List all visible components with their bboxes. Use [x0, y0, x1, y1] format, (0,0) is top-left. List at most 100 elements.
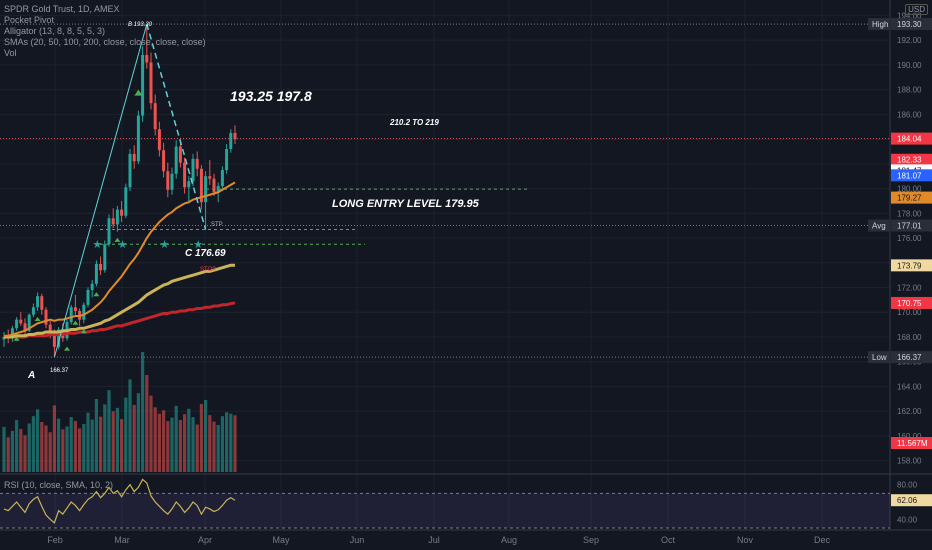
candle-body	[48, 324, 52, 334]
legend-smas[interactable]: SMAs (20, 50, 100, 200, close, close, cl…	[4, 37, 206, 47]
candles	[2, 24, 237, 358]
volume-bar	[19, 428, 23, 472]
tag-high: High	[872, 20, 888, 29]
pivot-triangle	[72, 320, 79, 325]
sma-100-line	[4, 263, 235, 339]
candle-body	[86, 289, 90, 305]
volume-bar	[15, 420, 19, 472]
badge-sma-100: 173.79	[897, 261, 922, 270]
candle-body	[44, 309, 48, 325]
badge-sma-200-bg	[891, 296, 932, 309]
volume-bar	[187, 408, 191, 472]
price-tick-label: 162.00	[897, 407, 922, 416]
candle-body	[111, 218, 115, 225]
candle-body	[19, 319, 23, 324]
star-marker: ★	[193, 238, 203, 251]
volume-bar	[82, 424, 86, 472]
volume-bar	[78, 428, 82, 472]
volume-bar	[107, 390, 111, 472]
price-tick-label: 176.00	[897, 234, 922, 243]
volume-bar	[178, 420, 182, 472]
rsi-band	[0, 493, 890, 528]
pivot-triangle	[34, 316, 41, 321]
volume-bar	[183, 414, 187, 472]
volume-bar	[170, 417, 174, 472]
badge-high: 193.30	[897, 20, 922, 29]
candle-body	[153, 103, 157, 130]
price-tick-label: 158.00	[897, 457, 922, 466]
badge-low-bg	[891, 351, 932, 364]
candle-body	[162, 150, 166, 172]
candle-body	[73, 307, 77, 311]
candle-body	[216, 186, 220, 193]
legend-pocket-pivot[interactable]: Pocket Pivot	[4, 15, 55, 25]
wave-ab-line	[53, 23, 148, 358]
price-tick-label: 170.00	[897, 308, 922, 317]
time-tick-label: Jun	[350, 535, 365, 545]
volume-bar	[204, 400, 208, 472]
chart-legend: SPDR Gold Trust, 1D, AMEX Pocket Pivot A…	[4, 4, 206, 59]
volume-bar	[40, 422, 44, 472]
candle-body	[107, 218, 111, 245]
volume-bar	[174, 405, 178, 472]
volume-bar	[27, 423, 31, 472]
rsi-legend[interactable]: RSI (10, close, SMA, 10, 2)	[4, 480, 114, 490]
price-tick-label: 164.00	[897, 382, 922, 391]
volume-bar	[153, 407, 157, 472]
volume-bar	[99, 416, 103, 472]
volume-bar	[212, 421, 216, 472]
volume-bar	[216, 424, 220, 472]
volume-bar	[57, 418, 61, 472]
candle-body	[191, 158, 195, 182]
star-marker: ★	[160, 238, 170, 251]
volume-bar	[220, 416, 224, 472]
annotation-stop-2: STP	[211, 222, 223, 228]
legend-alligator[interactable]: Alligator (13, 8, 8, 5, 5, 3)	[4, 26, 106, 36]
candle-body	[166, 171, 170, 190]
legend-volume[interactable]: Vol	[4, 48, 17, 58]
volume-bars	[2, 352, 237, 472]
volume-bar	[10, 430, 14, 472]
badge-sma-red: 182.33	[897, 156, 922, 165]
time-tick-label: Sep	[583, 535, 599, 545]
pivot-triangle	[80, 329, 87, 334]
candle-body	[124, 187, 128, 216]
price-tick-label: 180.00	[897, 185, 922, 194]
candle-body	[199, 168, 203, 203]
volume-bar	[115, 407, 119, 472]
sma-200-line	[4, 301, 236, 339]
badge-low: 166.37	[897, 353, 922, 362]
volume-bar	[208, 415, 212, 472]
candle-body	[204, 176, 208, 203]
badge-last-bg	[891, 132, 932, 145]
pivot-triangle	[93, 292, 100, 297]
badge-sma-50-bg	[891, 191, 932, 204]
candle-body	[94, 263, 98, 284]
price-tick-label: 188.00	[897, 86, 922, 95]
volume-bar	[44, 425, 48, 472]
volume-bar	[36, 409, 40, 472]
volume-bar	[48, 432, 52, 472]
candle-body	[183, 162, 187, 188]
badge-sma-200: 170.75	[897, 299, 922, 308]
volume-bar	[23, 435, 27, 472]
candle-body	[220, 170, 224, 187]
volume-bar	[225, 412, 229, 472]
candle-body	[82, 304, 86, 320]
legend-symbol[interactable]: SPDR Gold Trust, 1D, AMEX	[4, 4, 120, 14]
candle-body	[23, 323, 27, 331]
candle-body	[10, 328, 14, 339]
candle-body	[195, 158, 199, 169]
candle-body	[170, 173, 174, 190]
price-tick-label: 160.00	[897, 432, 922, 441]
candle-body	[225, 148, 229, 171]
candle-body	[157, 129, 161, 151]
time-tick-label: Nov	[737, 535, 754, 545]
currency-badge[interactable]: USD	[905, 4, 928, 15]
annotation-targets: 193.25 197.8	[230, 88, 312, 104]
candle-body	[128, 153, 132, 188]
price-tick-label: 168.00	[897, 333, 922, 342]
time-axis: Feb Mar Apr May Jun Jul Aug Sep Oct Nov Dec	[47, 535, 830, 545]
badge-avg-bg	[891, 219, 932, 232]
